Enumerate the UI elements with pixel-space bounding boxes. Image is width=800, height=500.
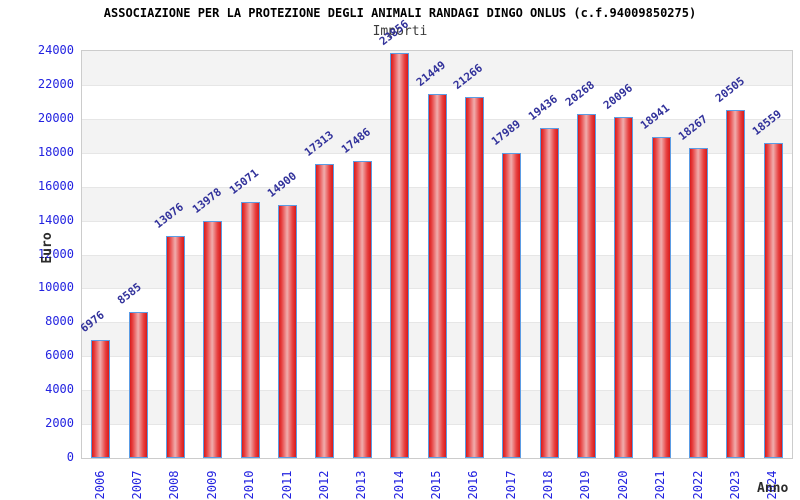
y-tick-label-14000: 14000 [37,212,74,227]
bar-2021 [651,136,671,458]
x-tick-label-2007: 2007 [130,470,145,500]
x-tick-label-2014: 2014 [391,470,406,500]
bar-2009 [203,220,223,458]
y-tick-label-6000: 6000 [45,348,74,363]
bar-2019 [576,114,596,458]
x-tick-label-2017: 2017 [503,470,518,500]
chart-subtitle: Importi [372,24,428,39]
x-tick-label-2019: 2019 [578,470,593,500]
x-tick-label-2015: 2015 [429,470,443,500]
bar-2006 [91,339,111,458]
x-tick-label-2012: 2012 [316,470,331,500]
x-tick-label-2006: 2006 [92,470,107,500]
bar-2020 [614,117,634,458]
bar-2015 [427,94,447,458]
bar-2010 [240,202,260,458]
bar-2008 [165,236,185,458]
bar-2024 [763,143,783,458]
y-tick-label-20000: 20000 [37,110,74,125]
y-tick-label-22000: 22000 [37,76,74,91]
x-tick-label-2009: 2009 [204,470,219,500]
y-axis-title: Euro [40,232,55,264]
chart-title: ASSOCIAZIONE PER LA PROTEZIONE DEGLI ANI… [103,6,697,20]
bar-2014 [390,53,410,458]
x-tick-label-2021: 2021 [653,470,668,500]
x-tick-label-2022: 2022 [690,470,705,500]
x-tick-label-2018: 2018 [541,470,556,500]
bar-2011 [278,205,298,458]
x-tick-label-2010: 2010 [242,470,257,500]
bar-2017 [502,152,522,458]
bar-2018 [539,128,559,458]
y-tick-label-2000: 2000 [45,416,74,431]
bar-2012 [315,164,335,458]
x-tick-label-2008: 2008 [167,470,182,500]
bar-2007 [128,312,148,458]
y-tick-label-16000: 16000 [37,178,74,193]
x-axis-title: Anno [757,481,789,496]
x-tick-label-2023: 2023 [727,470,742,500]
bar-2016 [464,97,484,458]
bar-2022 [689,148,709,458]
y-tick-label-4000: 4000 [45,382,74,397]
x-tick-label-2013: 2013 [354,470,369,500]
y-tick-label-0: 0 [66,450,74,464]
y-tick-label-12000: 12000 [37,246,74,261]
y-tick-label-24000: 24000 [37,43,74,57]
bar-2013 [352,161,372,458]
y-tick-label-18000: 18000 [37,144,74,159]
x-tick-label-2011: 2011 [279,470,294,500]
y-tick-label-8000: 8000 [45,314,74,329]
y-tick-label-10000: 10000 [37,280,74,295]
x-tick-label-2020: 2020 [615,470,630,500]
plot-area: 6976 8585 13076 13978 15071 14900 17313 17486 23… [78,18,793,459]
bar-2023 [726,110,746,458]
grid-band [82,51,792,85]
x-tick-label-2016: 2016 [466,470,481,500]
